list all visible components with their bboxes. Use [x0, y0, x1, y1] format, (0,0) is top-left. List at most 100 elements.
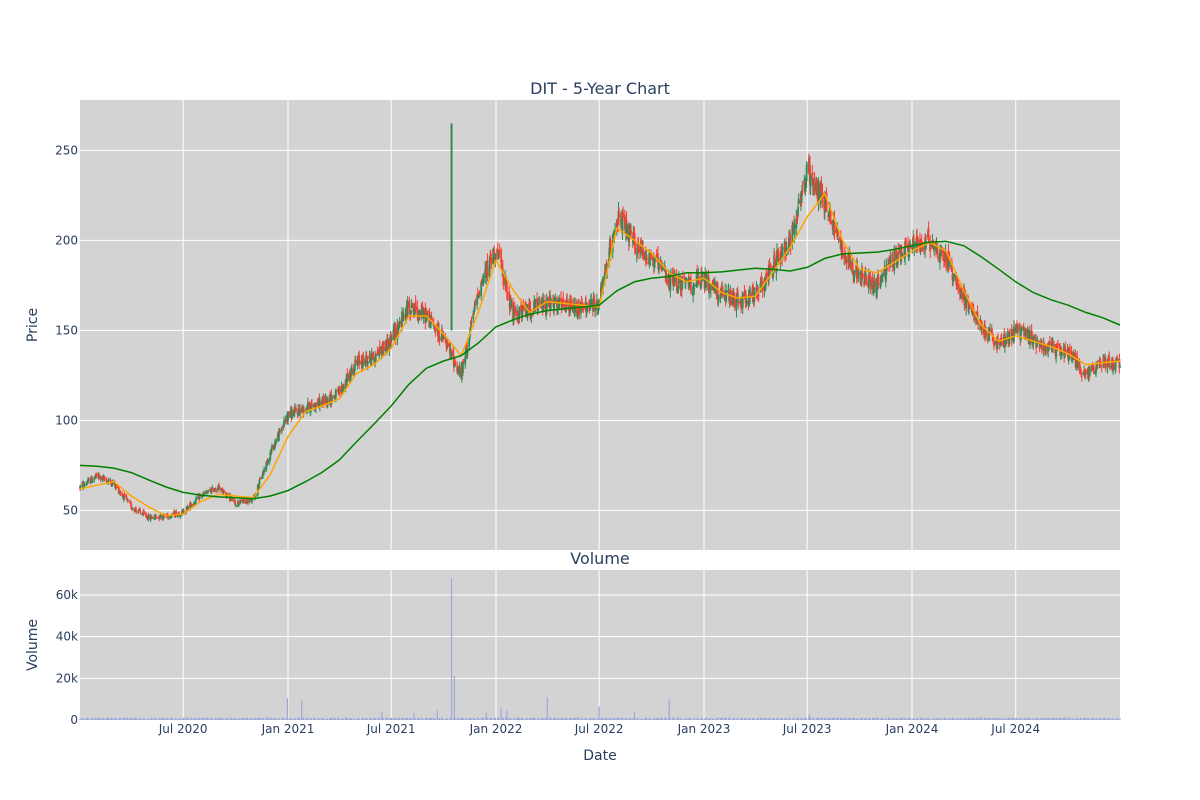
candle-body — [945, 254, 948, 268]
candle-body — [218, 487, 221, 489]
candlestick — [139, 509, 142, 515]
candle-body — [644, 251, 647, 264]
candle-body — [194, 503, 197, 505]
candlestick — [1019, 329, 1022, 343]
volume-bar — [817, 717, 820, 720]
candlestick — [852, 275, 855, 282]
volume-bar — [873, 718, 875, 720]
volume-bar — [351, 717, 353, 720]
candlestick — [218, 482, 220, 487]
candle-body — [989, 329, 991, 332]
candle-body — [330, 396, 333, 403]
candle-body — [662, 267, 664, 271]
volume-bar — [135, 718, 138, 720]
volume-bar — [900, 718, 902, 720]
candlestick — [211, 484, 214, 490]
candle-body — [91, 480, 94, 483]
candlestick — [1072, 349, 1075, 361]
candle-body — [546, 298, 549, 302]
volume-bar — [419, 718, 421, 720]
candle-body — [349, 371, 352, 382]
candle-body — [795, 214, 798, 219]
candlestick — [364, 359, 367, 368]
candle-body — [448, 344, 451, 347]
candle-body — [544, 305, 547, 310]
candle-body — [229, 497, 232, 502]
candlestick — [289, 415, 292, 418]
volume-bar — [115, 718, 118, 720]
candlestick — [159, 513, 162, 520]
volume-bar — [215, 717, 217, 720]
candlestick — [737, 297, 740, 309]
candle-body — [573, 303, 575, 314]
volume-bar — [103, 719, 106, 720]
volume-bar — [893, 718, 895, 720]
candle-body — [117, 486, 120, 489]
candle-body — [1006, 333, 1009, 339]
candle-body — [1096, 364, 1099, 366]
candlestick — [1064, 341, 1067, 352]
candle-body — [1017, 326, 1019, 332]
candle-body — [209, 489, 211, 491]
candlestick — [386, 333, 389, 351]
volume-bar — [829, 718, 832, 720]
volume-bar — [841, 718, 844, 720]
candle-body — [856, 265, 859, 280]
candle-body — [254, 494, 256, 500]
volume-bar — [760, 717, 762, 720]
volume-bar — [87, 718, 90, 720]
volume-bar — [602, 719, 604, 720]
volume-bar — [614, 718, 616, 720]
volume-bar — [690, 718, 692, 720]
candle-body — [516, 310, 519, 317]
candlestick — [295, 404, 297, 414]
candle-body — [1108, 355, 1111, 363]
candle-body — [944, 250, 947, 256]
volume-bar — [502, 718, 505, 720]
candle-body — [597, 307, 600, 311]
volume-bar — [155, 718, 157, 720]
candlestick — [137, 511, 140, 515]
candlestick — [904, 237, 907, 247]
candlestick — [102, 474, 105, 482]
candle-body — [1043, 346, 1046, 351]
candle-body — [723, 293, 726, 299]
volume-bar — [107, 718, 110, 720]
candle-body — [313, 405, 316, 408]
candle-body — [1041, 343, 1043, 351]
candle-body — [364, 360, 367, 366]
volume-bar — [518, 718, 520, 720]
candle-body — [302, 407, 305, 414]
volume-bar — [500, 707, 502, 720]
candle-body — [209, 490, 212, 492]
candle-body — [813, 181, 816, 192]
candle-body — [338, 387, 341, 394]
candle-body — [719, 289, 722, 296]
candle-body — [275, 440, 277, 444]
candle-body — [960, 289, 962, 292]
candle-body — [1114, 361, 1117, 372]
candlestick — [434, 327, 437, 337]
volume-bar — [724, 717, 726, 720]
candle-body — [350, 368, 353, 375]
candlestick — [1076, 359, 1079, 371]
candlestick — [421, 301, 424, 311]
candle-body — [121, 493, 124, 496]
candlestick — [492, 247, 495, 265]
candle-body — [315, 402, 317, 409]
price-y-axis-label: Price — [25, 308, 41, 342]
candlestick — [530, 313, 533, 323]
candle-body — [470, 320, 472, 326]
volume-bar — [311, 718, 313, 720]
candle-body — [418, 310, 421, 316]
candlestick — [582, 302, 585, 314]
volume-bar — [221, 717, 223, 720]
candlestick — [989, 323, 991, 334]
candle-body — [278, 430, 281, 432]
candle-body — [819, 183, 822, 205]
candle-body — [553, 299, 556, 304]
candle-body — [545, 299, 548, 313]
candlestick — [861, 265, 864, 279]
volume-bar — [307, 718, 309, 720]
candle-body — [370, 352, 373, 361]
